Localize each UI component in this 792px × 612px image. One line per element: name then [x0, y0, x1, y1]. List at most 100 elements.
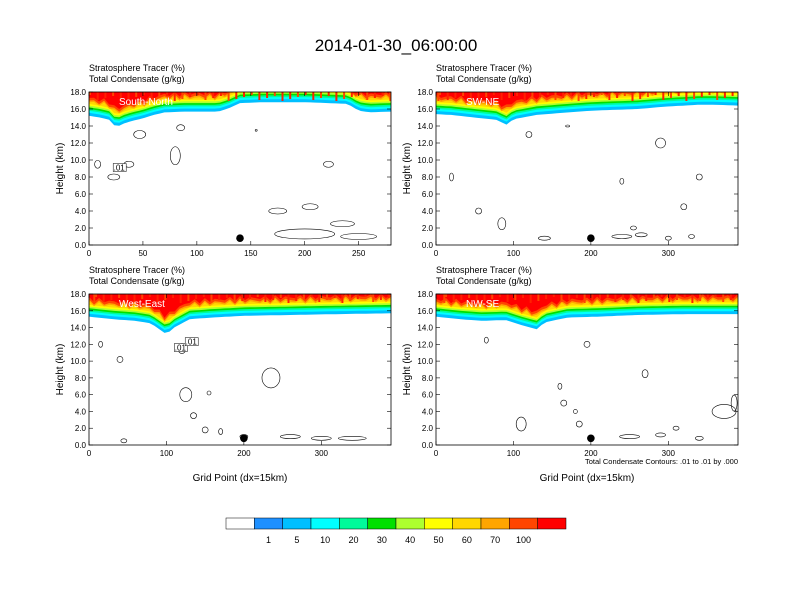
condensate-contour — [280, 434, 301, 439]
tracer-streak — [125, 294, 128, 303]
tracer-streak — [485, 92, 488, 97]
colorbar: 1 5 10 20 30 40 50 60 70 100 — [225, 517, 567, 545]
condensate-contour — [116, 356, 124, 363]
y-tick-label: 2.0 — [422, 424, 434, 433]
tracer-streak — [443, 294, 446, 303]
tracer-streak — [599, 294, 601, 299]
tracer-streak — [366, 92, 369, 100]
tracer-streak — [483, 294, 486, 301]
colorbar-swatch — [282, 517, 312, 530]
contour-label: .01 — [114, 164, 126, 173]
tracer-streak — [173, 92, 176, 101]
y-tick-label: 16.0 — [70, 307, 86, 316]
colorbar-swatch — [537, 517, 567, 530]
tracer-streak — [646, 92, 649, 97]
tracer-streak — [148, 294, 151, 297]
y-tick-label: 14.0 — [417, 122, 433, 131]
tracer-streak — [475, 294, 478, 303]
tracer-streak — [295, 294, 298, 301]
tracer-streak — [716, 92, 719, 100]
y-tick-label: 10.0 — [70, 156, 86, 165]
tracer-streak — [629, 294, 632, 298]
tracer-streak — [585, 92, 588, 99]
tracer-streak — [189, 92, 192, 97]
tracer-streak — [233, 294, 236, 303]
condensate-contour — [169, 146, 181, 166]
y-tick-label: 4.0 — [75, 207, 87, 216]
tracer-streak — [654, 92, 657, 95]
condensate-contour — [655, 432, 666, 438]
panel-sw-ne: SW-NE Stratosphere Tracer (%)Total Conden… — [402, 63, 739, 258]
x-tick-label: 100 — [507, 249, 521, 258]
condensate-contour — [730, 394, 738, 412]
tracer-streak — [196, 92, 199, 95]
colorbar-label: 1 — [266, 535, 271, 545]
contour-label-box — [174, 343, 188, 352]
tracer-streak — [622, 294, 625, 300]
tracer-streak — [389, 92, 391, 101]
colorbar-label: 30 — [377, 535, 387, 545]
tracer-streak — [264, 294, 267, 302]
condensate-contour — [206, 390, 212, 396]
tracer-streak — [445, 294, 447, 297]
tracer-streak — [243, 92, 245, 97]
condensate-contour — [497, 217, 507, 231]
y-tick-label: 8.0 — [75, 173, 87, 182]
panel-subtitle-tracer: Stratosphere Tracer (%) — [436, 265, 532, 275]
condensate-contour — [630, 225, 637, 231]
tracer-streak — [683, 294, 686, 298]
plot-frame — [88, 91, 392, 246]
condensate-contour — [330, 220, 355, 228]
tracer-streak — [522, 294, 524, 298]
x-axis-label: Grid Point (dx=15km) — [540, 473, 635, 484]
tracer-streak — [706, 294, 709, 299]
x-tick-label: 300 — [662, 249, 676, 258]
tracer-streak — [714, 294, 717, 297]
tracer-streak — [600, 92, 603, 95]
tracer-streak — [93, 294, 96, 303]
tracer-streak — [349, 294, 352, 301]
tracer-streak — [350, 92, 353, 97]
y-tick-label: 2.0 — [422, 224, 434, 233]
condensate-contour — [573, 409, 578, 414]
tracer-streak — [575, 294, 578, 298]
condensate-contour — [179, 387, 193, 402]
tracer-streak — [460, 294, 463, 300]
tracer-streak — [608, 92, 611, 100]
tracer-streak — [516, 92, 518, 96]
tracer-streak — [335, 92, 338, 101]
condensate-contour — [475, 207, 482, 215]
colorbar-swatch — [395, 517, 425, 530]
x-tick-label: 200 — [298, 249, 312, 258]
colorbar-label: 5 — [294, 535, 299, 545]
y-tick-label: 14.0 — [70, 324, 86, 333]
condensate-contour — [301, 203, 319, 211]
condensate-contour — [311, 435, 332, 441]
tracer-streak — [723, 92, 726, 98]
tracer-streak — [218, 294, 221, 300]
tracer-streak — [89, 92, 91, 95]
y-tick-label: 8.0 — [422, 374, 434, 383]
condensate-contour — [655, 137, 666, 149]
plot-frame — [88, 293, 392, 446]
tracer-streak — [133, 294, 136, 301]
tracer-streak — [439, 92, 441, 95]
tracer-streak — [446, 92, 449, 100]
condensate-contour — [565, 124, 570, 128]
tracer-streak — [652, 294, 655, 299]
colorbar-label: 50 — [433, 535, 443, 545]
tracer-streak — [326, 294, 328, 300]
tracer-streak — [258, 92, 261, 100]
colorbar-label: 100 — [516, 535, 531, 545]
tracer-streak — [249, 294, 251, 299]
condensate-contour — [190, 412, 197, 419]
panel-subtitle-condensate: Total Condensate (g/kg) — [89, 276, 185, 286]
y-tick-label: 16.0 — [417, 105, 433, 114]
colorbar-swatch — [452, 517, 482, 530]
y-tick-label: 12.0 — [70, 139, 86, 148]
x-tick-label: 200 — [584, 449, 598, 458]
tracer-streak — [623, 92, 626, 96]
tracer-streak — [358, 92, 361, 95]
y-tick-label: 2.0 — [75, 424, 87, 433]
